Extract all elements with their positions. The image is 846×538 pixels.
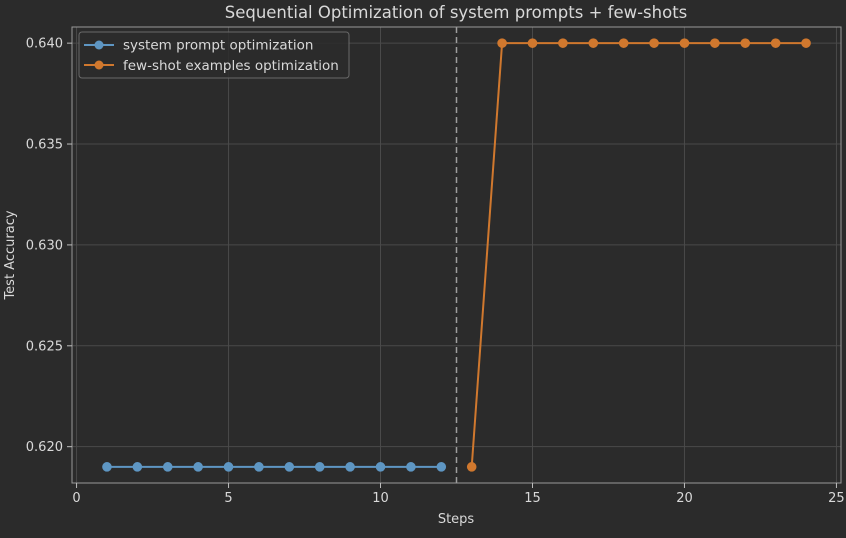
data-point [770,38,781,48]
data-point [345,462,355,472]
y-tick-label: 0.635 [26,138,63,153]
plot-frame [71,26,842,484]
data-point [375,462,386,472]
x-axis-label: Steps [438,512,475,527]
x-tick-label: 0 [72,491,80,506]
x-tick-label: 5 [224,491,232,506]
data-point [193,462,203,472]
legend-label-system-prompt: system prompt optimization [123,38,313,54]
y-axis-ticks: 0.620 0.625 0.630 0.635 0.640 [26,37,72,455]
legend-label-few-shot: few-shot examples optimization [123,58,339,74]
data-point [314,462,325,472]
series-line-1 [470,42,807,467]
data-point [649,38,659,48]
y-tick-label: 0.640 [26,37,63,52]
data-point [466,462,477,472]
data-point [558,38,568,48]
data-point [162,462,173,472]
x-tick-label: 20 [676,491,693,506]
data-point [102,462,112,472]
data-point [740,38,751,48]
y-tick-label: 0.625 [26,339,63,354]
data-point [527,38,538,48]
x-tick-label: 10 [372,491,389,506]
legend-marker-few-shot [94,60,104,70]
y-axis-label: Test Accuracy [3,210,18,300]
series-layer [102,38,811,472]
data-point [497,38,507,48]
y-tick-label: 0.620 [26,440,63,455]
data-point [223,462,234,472]
data-point [618,38,629,48]
data-point [436,462,447,472]
chart-title: Sequential Optimization of system prompt… [225,3,688,22]
data-point [406,462,416,472]
x-axis-ticks: 0 5 10 15 20 25 [72,483,845,506]
x-tick-label: 25 [828,491,845,506]
data-point [588,38,599,48]
legend-box [78,31,350,79]
legend: system prompt optimization few-shot exam… [78,31,350,79]
data-point [801,38,811,48]
data-point [679,38,690,48]
data-point [710,38,720,48]
legend-marker-system-prompt [94,40,104,50]
data-point [254,462,264,472]
data-point [284,462,295,472]
y-tick-label: 0.630 [26,238,63,253]
x-tick-label: 15 [524,491,541,506]
data-point [132,462,143,472]
